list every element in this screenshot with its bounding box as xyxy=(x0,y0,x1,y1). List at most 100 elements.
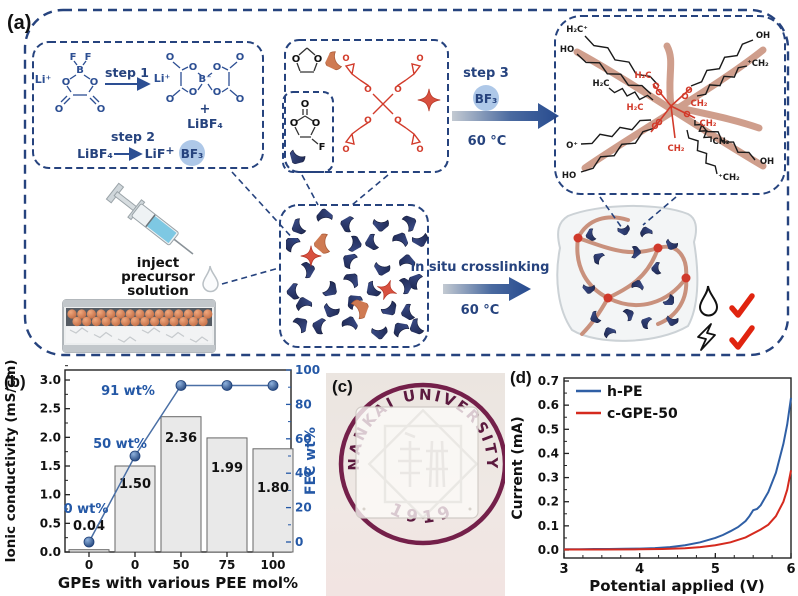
tick-label: 0.3 xyxy=(538,471,559,485)
wt-annotation: 50 wt% xyxy=(93,437,147,452)
red-chain-label: CH₂ xyxy=(667,144,684,154)
tick-label: 100 xyxy=(295,363,320,377)
tick-label: 80 xyxy=(295,397,312,411)
crosslink-label: in situ crosslinking xyxy=(411,260,550,275)
x-axis-label: GPEs with various PEE mol% xyxy=(58,574,298,592)
electrode-particle xyxy=(106,309,116,319)
tick-label: 20 xyxy=(295,501,312,515)
chain-end-label: HO xyxy=(560,45,574,55)
polymer-chain xyxy=(608,87,654,101)
tick-label: 75 xyxy=(219,558,236,572)
panel-c-label: (c) xyxy=(332,377,353,396)
fec-box xyxy=(282,91,334,173)
chain-end-label: H₂C⁺ xyxy=(566,25,588,35)
o-atom: O xyxy=(312,118,321,129)
tick-label: 100 xyxy=(260,558,285,572)
o-atom: O xyxy=(55,104,64,115)
o-atom: O xyxy=(342,54,349,64)
fec-solvent-icon xyxy=(296,259,316,281)
crosslinker-icon xyxy=(373,276,401,304)
o-atom: O xyxy=(314,54,323,65)
bar-value-label: 0.04 xyxy=(73,519,105,534)
fec-solvent-icon xyxy=(366,279,383,298)
polymer-chain xyxy=(584,35,660,87)
electrode-particle xyxy=(145,309,155,319)
panel-d-label: (d) xyxy=(510,368,532,387)
fec-marker xyxy=(267,380,279,391)
gel-network xyxy=(575,215,689,336)
electrode-particle xyxy=(154,309,164,319)
droplet-icon xyxy=(698,285,719,317)
panel-b-label: (b) xyxy=(4,372,26,391)
o-atom: O xyxy=(189,87,198,98)
bar-value-label: 1.80 xyxy=(257,481,289,496)
scheme-outer-border xyxy=(23,8,790,357)
fec-solvent-icon xyxy=(313,207,336,228)
conductivity-chart: 0.04 1.50 2.36 1.99 1.80 0.0 0.5 1.0 1.5 2.0 2.5 3… xyxy=(3,360,320,592)
tick-label: 0.1 xyxy=(538,519,559,533)
separator-texture xyxy=(117,336,137,343)
electrode-particle xyxy=(67,309,77,319)
o-atom: O xyxy=(292,54,301,65)
fec-solvent-icon xyxy=(291,216,310,237)
electrode-particle xyxy=(115,309,126,319)
o-atom: O xyxy=(189,62,198,73)
fec-solvent-icon xyxy=(390,231,411,251)
electrode-particle xyxy=(140,316,150,327)
separator-texture xyxy=(141,327,161,334)
axis-ticks: 0.0 0.5 1.0 1.5 2.0 2.5 3.0 0 20 40 60 80 100 0 0 50 75 1… xyxy=(40,363,320,572)
red-chain-label: H₂C xyxy=(626,103,643,113)
step1-label: step 1 xyxy=(105,65,149,80)
tick-label: 0 xyxy=(85,558,93,572)
polymer-chain xyxy=(580,119,652,145)
o-atom: O xyxy=(166,52,175,63)
injection-scene: inject precursor solution xyxy=(62,182,219,353)
precursor-mixture-box xyxy=(279,204,431,348)
chain-end-label: O⁺ xyxy=(566,141,578,151)
o-atom: O xyxy=(166,94,175,105)
panel-a-label: (a) xyxy=(7,12,32,34)
polymer-chain xyxy=(580,127,656,173)
chain-end-label: HO xyxy=(562,171,576,181)
fec-marker xyxy=(221,380,233,391)
electrode-particle xyxy=(91,316,101,327)
o-atom: O xyxy=(416,145,423,155)
precursor-droplet xyxy=(202,265,219,293)
electrode-particle xyxy=(179,316,189,327)
axis-ticks: 3 4 5 6 0.0 0.1 0.2 0.3 0.4 0.5 0.6 0.7 xyxy=(538,374,796,577)
tick-label: 2.0 xyxy=(40,430,61,444)
bar-value-label: 1.99 xyxy=(211,461,243,476)
tick-label: 0.2 xyxy=(538,495,559,509)
plus-sign: + xyxy=(200,102,211,117)
fec-solvent-icon xyxy=(398,213,417,234)
bar xyxy=(160,416,202,553)
electrode-particle xyxy=(101,316,111,327)
fec-solvent-icon xyxy=(342,273,359,289)
bf3-bubble xyxy=(473,85,499,111)
tick-label: 0 xyxy=(295,535,303,549)
tick-label: 50 xyxy=(173,558,190,572)
network-box: H₂C H₂C O O O CH₂ CH₂ CH₂ H₂C⁺ OH HO ⁺CH… xyxy=(554,15,786,195)
x-axis-label: Potential applied (V) xyxy=(589,577,764,595)
tick-label: 0.5 xyxy=(538,422,559,436)
fec-solvent-icon xyxy=(320,279,338,298)
wt-annotation: 91 wt% xyxy=(101,384,155,399)
o-atom: O xyxy=(62,77,71,88)
red-crosslink-core xyxy=(650,83,696,139)
fec-solvent-icon xyxy=(343,233,363,255)
polymer-chain xyxy=(576,53,652,95)
tick-label: 0.0 xyxy=(40,545,61,559)
tick-label: 5 xyxy=(711,562,720,577)
step3-arrow xyxy=(452,103,559,129)
electrode-particle xyxy=(135,309,145,319)
electrode-particle xyxy=(86,309,96,319)
electrode-particle xyxy=(111,316,121,327)
f-atom: F xyxy=(85,52,92,63)
fec-marker xyxy=(83,536,95,548)
electrode-particle xyxy=(159,316,169,327)
red-chain-label: CH₂ xyxy=(699,119,716,129)
plus-sign: + xyxy=(165,144,174,157)
fec-marker xyxy=(129,450,141,462)
electrode-particle xyxy=(72,316,82,327)
crosslink-block: in situ crosslinking 60 °C xyxy=(411,260,550,318)
